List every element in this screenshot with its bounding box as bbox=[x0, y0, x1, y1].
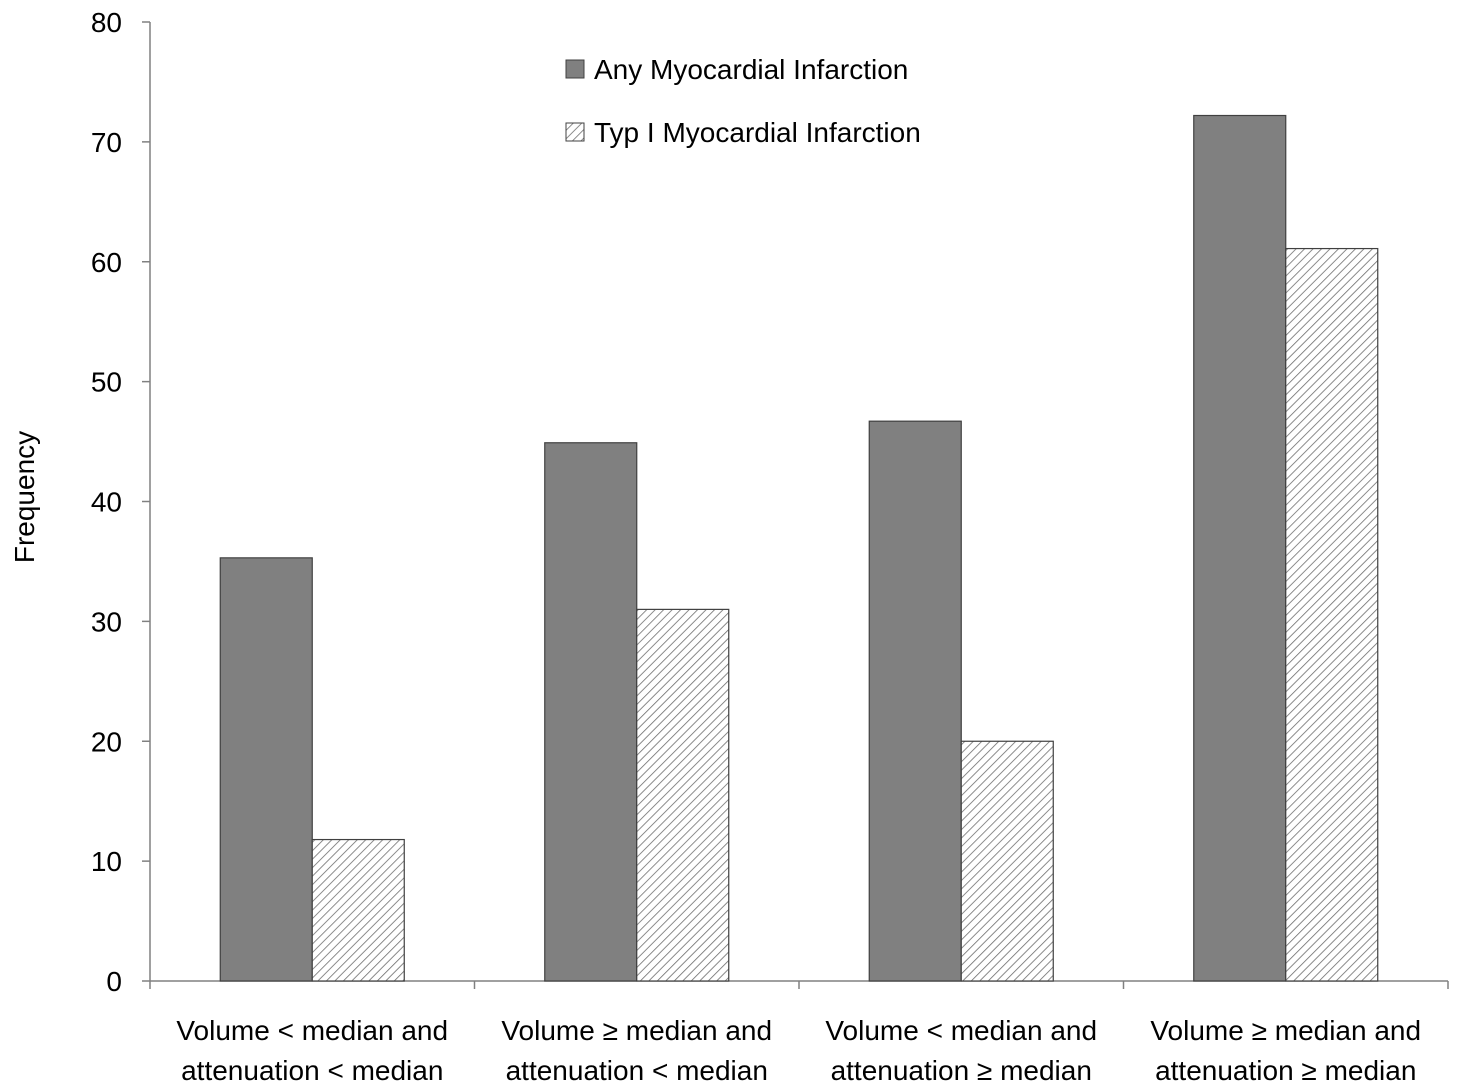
legend-label: Typ I Myocardial Infarction bbox=[594, 117, 921, 148]
bar-any-mi bbox=[1193, 114, 1287, 982]
y-axis-title: Frequency bbox=[9, 431, 40, 563]
legend-swatch bbox=[565, 59, 585, 79]
bar-any-mi bbox=[544, 442, 638, 982]
x-category-label: Volume ≥ median and attenuation ≥ median bbox=[1150, 1015, 1421, 1084]
bar-type-i-mi bbox=[636, 608, 730, 982]
y-tick-label: 10 bbox=[91, 846, 122, 877]
y-tick-label: 50 bbox=[91, 367, 122, 398]
bars bbox=[219, 114, 1379, 982]
bar-any-mi bbox=[868, 420, 962, 982]
x-category-label: Volume < median and attenuation < median bbox=[176, 1015, 448, 1084]
y-tick-label: 70 bbox=[91, 127, 122, 158]
bar-type-i-mi bbox=[1285, 247, 1379, 982]
bar-any-mi bbox=[219, 557, 313, 982]
x-axis: Volume < median and attenuation < median V… bbox=[149, 980, 1449, 1084]
x-category-label: Volume ≥ median and attenuation < median bbox=[501, 1015, 772, 1084]
bar-type-i-mi bbox=[960, 740, 1054, 982]
y-tick-label: 30 bbox=[91, 606, 122, 637]
legend-label: Any Myocardial Infarction bbox=[594, 54, 908, 85]
legend: Any Myocardial Infarction Typ I Myocardia… bbox=[565, 54, 921, 148]
y-tick-label: 80 bbox=[91, 7, 122, 38]
y-tick-label: 0 bbox=[106, 966, 122, 997]
x-category-label: Volume < median and attenuation ≥ median bbox=[825, 1015, 1097, 1084]
y-axis: 0 10 20 30 40 50 60 70 80 bbox=[91, 7, 151, 997]
y-tick-label: 20 bbox=[91, 726, 122, 757]
y-tick-label: 40 bbox=[91, 487, 122, 518]
y-tick-label: 60 bbox=[91, 247, 122, 278]
legend-swatch bbox=[565, 122, 585, 142]
bar-type-i-mi bbox=[311, 838, 405, 982]
